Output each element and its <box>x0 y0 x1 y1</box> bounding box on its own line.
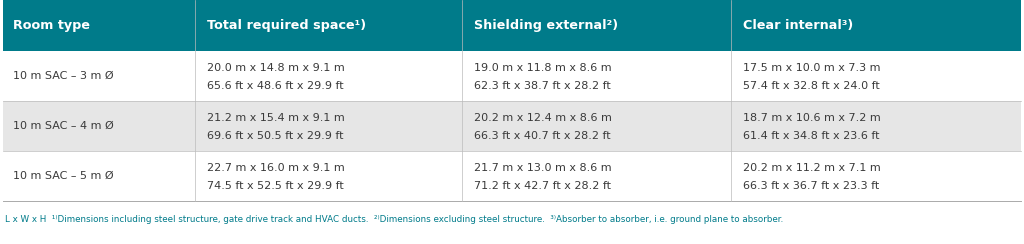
Bar <box>3 101 1021 151</box>
Text: 61.4 ft x 34.8 ft x 23.6 ft: 61.4 ft x 34.8 ft x 23.6 ft <box>743 131 880 141</box>
Text: 62.3 ft x 38.7 ft x 28.2 ft: 62.3 ft x 38.7 ft x 28.2 ft <box>474 81 611 91</box>
Text: 20.2 m x 11.2 m x 7.1 m: 20.2 m x 11.2 m x 7.1 m <box>743 163 882 173</box>
Bar <box>3 151 1021 201</box>
Text: 21.2 m x 15.4 m x 9.1 m: 21.2 m x 15.4 m x 9.1 m <box>207 113 345 123</box>
Text: 20.2 m x 12.4 m x 8.6 m: 20.2 m x 12.4 m x 8.6 m <box>474 113 612 123</box>
Text: 18.7 m x 10.6 m x 7.2 m: 18.7 m x 10.6 m x 7.2 m <box>743 113 882 123</box>
Text: 22.7 m x 16.0 m x 9.1 m: 22.7 m x 16.0 m x 9.1 m <box>207 163 345 173</box>
Text: 10 m SAC – 5 m Ø: 10 m SAC – 5 m Ø <box>13 171 114 181</box>
Text: Total required space¹): Total required space¹) <box>207 19 366 32</box>
Text: 10 m SAC – 3 m Ø: 10 m SAC – 3 m Ø <box>13 71 114 81</box>
Text: L x W x H  ¹⁾Dimensions including steel structure, gate drive track and HVAC duc: L x W x H ¹⁾Dimensions including steel s… <box>5 215 783 224</box>
Text: 10 m SAC – 4 m Ø: 10 m SAC – 4 m Ø <box>13 121 114 131</box>
Text: 17.5 m x 10.0 m x 7.3 m: 17.5 m x 10.0 m x 7.3 m <box>743 63 881 73</box>
Text: 19.0 m x 11.8 m x 8.6 m: 19.0 m x 11.8 m x 8.6 m <box>474 63 611 73</box>
Text: Room type: Room type <box>13 19 90 32</box>
Text: 65.6 ft x 48.6 ft x 29.9 ft: 65.6 ft x 48.6 ft x 29.9 ft <box>207 81 343 91</box>
Text: 57.4 ft x 32.8 ft x 24.0 ft: 57.4 ft x 32.8 ft x 24.0 ft <box>743 81 881 91</box>
Text: 71.2 ft x 42.7 ft x 28.2 ft: 71.2 ft x 42.7 ft x 28.2 ft <box>474 181 611 191</box>
Text: 74.5 ft x 52.5 ft x 29.9 ft: 74.5 ft x 52.5 ft x 29.9 ft <box>207 181 344 191</box>
Bar <box>3 51 1021 101</box>
Text: Clear internal³): Clear internal³) <box>743 19 854 32</box>
Text: 69.6 ft x 50.5 ft x 29.9 ft: 69.6 ft x 50.5 ft x 29.9 ft <box>207 131 343 141</box>
Text: 66.3 ft x 36.7 ft x 23.3 ft: 66.3 ft x 36.7 ft x 23.3 ft <box>743 181 880 191</box>
Bar <box>3 0 1021 51</box>
Text: Shielding external²): Shielding external²) <box>474 19 618 32</box>
Text: 66.3 ft x 40.7 ft x 28.2 ft: 66.3 ft x 40.7 ft x 28.2 ft <box>474 131 610 141</box>
Text: 20.0 m x 14.8 m x 9.1 m: 20.0 m x 14.8 m x 9.1 m <box>207 63 345 73</box>
Text: 21.7 m x 13.0 m x 8.6 m: 21.7 m x 13.0 m x 8.6 m <box>474 163 611 173</box>
